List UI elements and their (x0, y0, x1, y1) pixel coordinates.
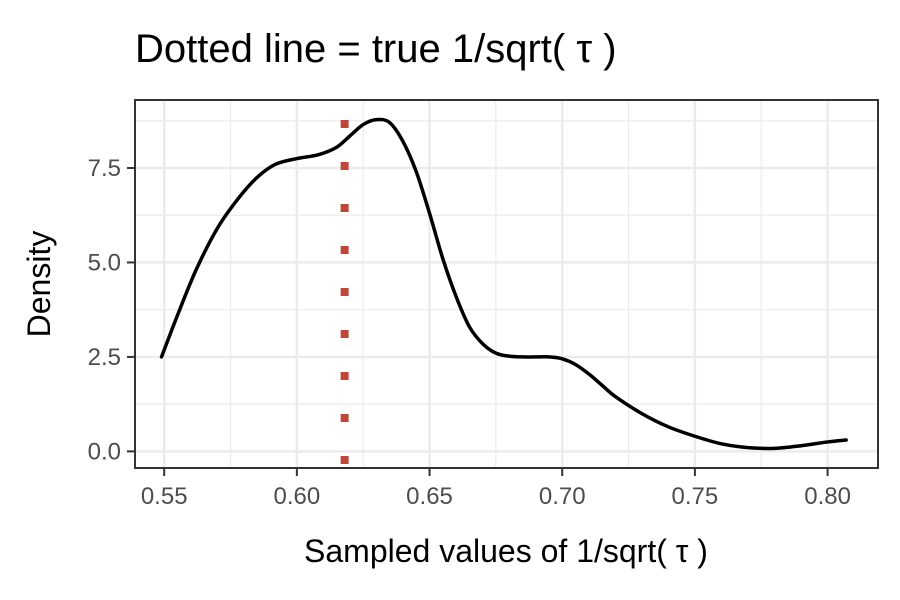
x-axis-title: Sampled values of 1/sqrt( τ ) (304, 533, 708, 569)
y-axis-title: Density (21, 231, 57, 338)
panel-background (135, 100, 878, 468)
panel-border (134, 99, 879, 469)
y-tick-label: 2.5 (88, 344, 121, 371)
x-tick-label: 0.75 (672, 483, 719, 510)
x-tick-label: 0.60 (274, 483, 321, 510)
x-tick-label: 0.65 (406, 483, 453, 510)
x-tick-label: 0.80 (804, 483, 851, 510)
y-tick-label: 5.0 (88, 249, 121, 276)
minor-gridlines (135, 100, 878, 468)
y-axis: 0.0 2.5 5.0 7.5 (88, 155, 135, 465)
major-gridlines (135, 100, 878, 468)
data-layer (159, 117, 848, 468)
x-axis: 0.55 0.60 0.65 0.70 0.75 0.80 (141, 468, 851, 510)
x-tick-label: 0.55 (141, 483, 188, 510)
x-tick-label: 0.70 (539, 483, 586, 510)
y-tick-label: 7.5 (88, 155, 121, 182)
plot-panel (134, 99, 879, 469)
y-tick-label: 0.0 (88, 438, 121, 465)
chart-title: Dotted line = true 1/sqrt( τ ) (135, 27, 617, 71)
density-curve (159, 117, 848, 451)
